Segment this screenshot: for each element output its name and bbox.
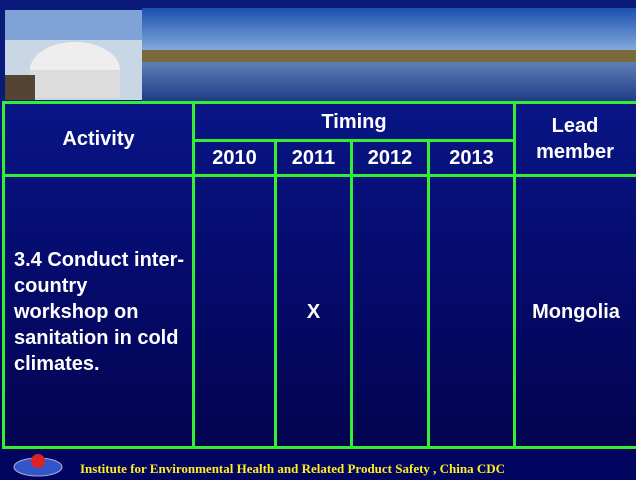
table-line [3, 446, 636, 449]
year-cell: 2013 [430, 142, 513, 174]
logo [10, 451, 70, 479]
slide: Activity Timing 2010 2011 2012 2013 Lead… [0, 0, 636, 480]
header-cell: Activity [5, 104, 192, 174]
year-cell: 2010 [195, 142, 274, 174]
timing-cell [430, 177, 513, 446]
timing-cell [195, 177, 274, 446]
activity-cell: 3.4 Conduct inter-country workshop on sa… [14, 177, 184, 446]
footer-text: Institute for Environmental Health and R… [80, 461, 505, 477]
timing-cell [353, 177, 427, 446]
year-cell: 2011 [277, 142, 350, 174]
year-cell: 2012 [353, 142, 427, 174]
header-image [0, 0, 636, 102]
header-cell: Lead member [522, 104, 628, 174]
lead-cell: Mongolia [516, 177, 636, 446]
footer: Institute for Environmental Health and R… [0, 450, 636, 480]
timing-cell: X [277, 177, 350, 446]
header-cell: Timing [195, 104, 513, 139]
